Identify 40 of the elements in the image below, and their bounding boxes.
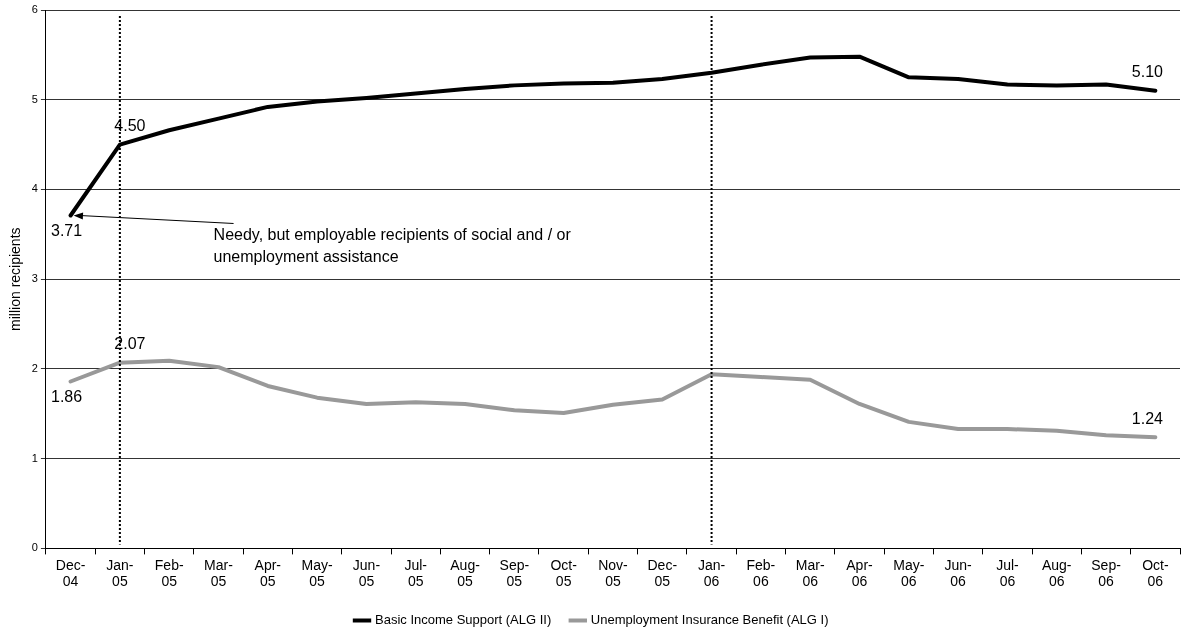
x-tick-label: Dec-04 — [55, 556, 86, 590]
x-tick-label: Mar-06 — [795, 556, 825, 590]
y-tick-label: 2 — [31, 361, 38, 374]
x-tick-label: Feb-06 — [746, 556, 776, 590]
x-tick-label: Aug-06 — [1041, 556, 1072, 590]
x-tick-label: Jan-06 — [697, 556, 726, 590]
y-tick-label: 5 — [31, 92, 38, 105]
x-tick-label: Sep-06 — [1091, 556, 1122, 590]
x-tick-label: Aug-05 — [450, 556, 481, 590]
data-label: 3.71 — [51, 221, 83, 239]
x-tick-label: May-06 — [893, 556, 925, 590]
legend-label: Unemployment Insurance Benefit (ALG I) — [590, 612, 829, 628]
x-tick-label: May-05 — [301, 556, 333, 590]
x-tick-label: Mar-05 — [204, 556, 234, 590]
y-tick-label: 3 — [31, 272, 38, 285]
x-tick-label: Apr-05 — [254, 556, 282, 590]
x-tick-label: Jun-05 — [352, 556, 381, 590]
x-tick-label: Nov-05 — [598, 556, 629, 590]
legend-label: Basic Income Support (ALG II) — [374, 612, 552, 628]
y-tick-label: 6 — [31, 3, 38, 16]
x-tick-label: Jan-05 — [106, 556, 134, 590]
x-tick-label: Oct-05 — [550, 556, 578, 590]
data-label: 2.07 — [114, 335, 146, 353]
data-label: 1.24 — [1131, 409, 1164, 427]
annotation: Needy, but employable recipients of social and / or unemployment assistance — [213, 225, 572, 265]
x-tick-label: Jun-06 — [944, 556, 973, 590]
data-label: 1.86 — [51, 387, 83, 405]
y-tick-label: 1 — [31, 451, 38, 464]
x-tick-label: Dec-05 — [647, 556, 678, 590]
y-tick-label: 0 — [31, 541, 38, 554]
x-tick-label: Jul-06 — [996, 556, 1020, 590]
y-tick-label: 4 — [31, 182, 38, 195]
y-axis-title: million recipients — [7, 227, 24, 331]
data-label: 5.10 — [1131, 63, 1164, 81]
x-tick-label: Jul-05 — [404, 556, 428, 590]
data-label: 4.50 — [114, 117, 146, 135]
x-tick-label: Oct-06 — [1142, 556, 1169, 590]
x-tick-label: Feb-05 — [154, 556, 184, 590]
x-tick-label: Sep-05 — [499, 556, 530, 590]
x-tick-label: Apr-06 — [846, 556, 874, 590]
